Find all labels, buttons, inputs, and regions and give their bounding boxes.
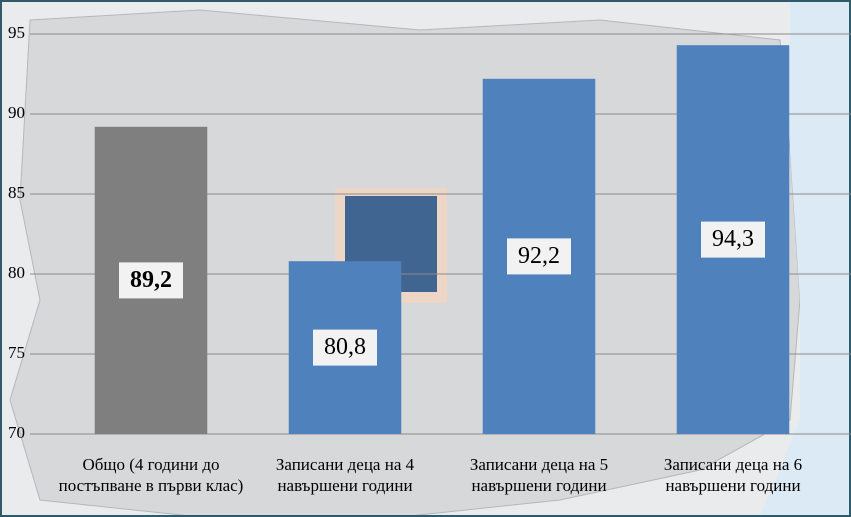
y-tick-label: 90 xyxy=(8,103,25,122)
value-label-bg xyxy=(119,262,183,299)
value-label-bg xyxy=(313,329,377,366)
sea xyxy=(760,0,851,517)
value-label-bg xyxy=(701,221,765,258)
y-tick-label: 95 xyxy=(8,23,25,42)
value-label: 80,8 xyxy=(324,334,366,360)
y-tick-label: 85 xyxy=(8,183,25,202)
x-tick-label: Записани деца на 4 навършени години xyxy=(275,455,415,495)
x-tick-label: Записани деца на 6 навършени години xyxy=(663,455,803,495)
y-tick-label: 80 xyxy=(8,263,25,282)
x-tick-label: Записани деца на 5 навършени години xyxy=(469,455,609,495)
value-label: 94,3 xyxy=(712,226,754,252)
x-tick-label: Общо (4 години до постъпване в първи кла… xyxy=(58,455,244,495)
value-label: 92,2 xyxy=(518,243,560,269)
value-label: 89,2 xyxy=(130,267,172,293)
y-tick-label: 70 xyxy=(8,423,25,442)
value-label-bg xyxy=(507,238,571,275)
y-tick-label: 75 xyxy=(8,343,25,362)
